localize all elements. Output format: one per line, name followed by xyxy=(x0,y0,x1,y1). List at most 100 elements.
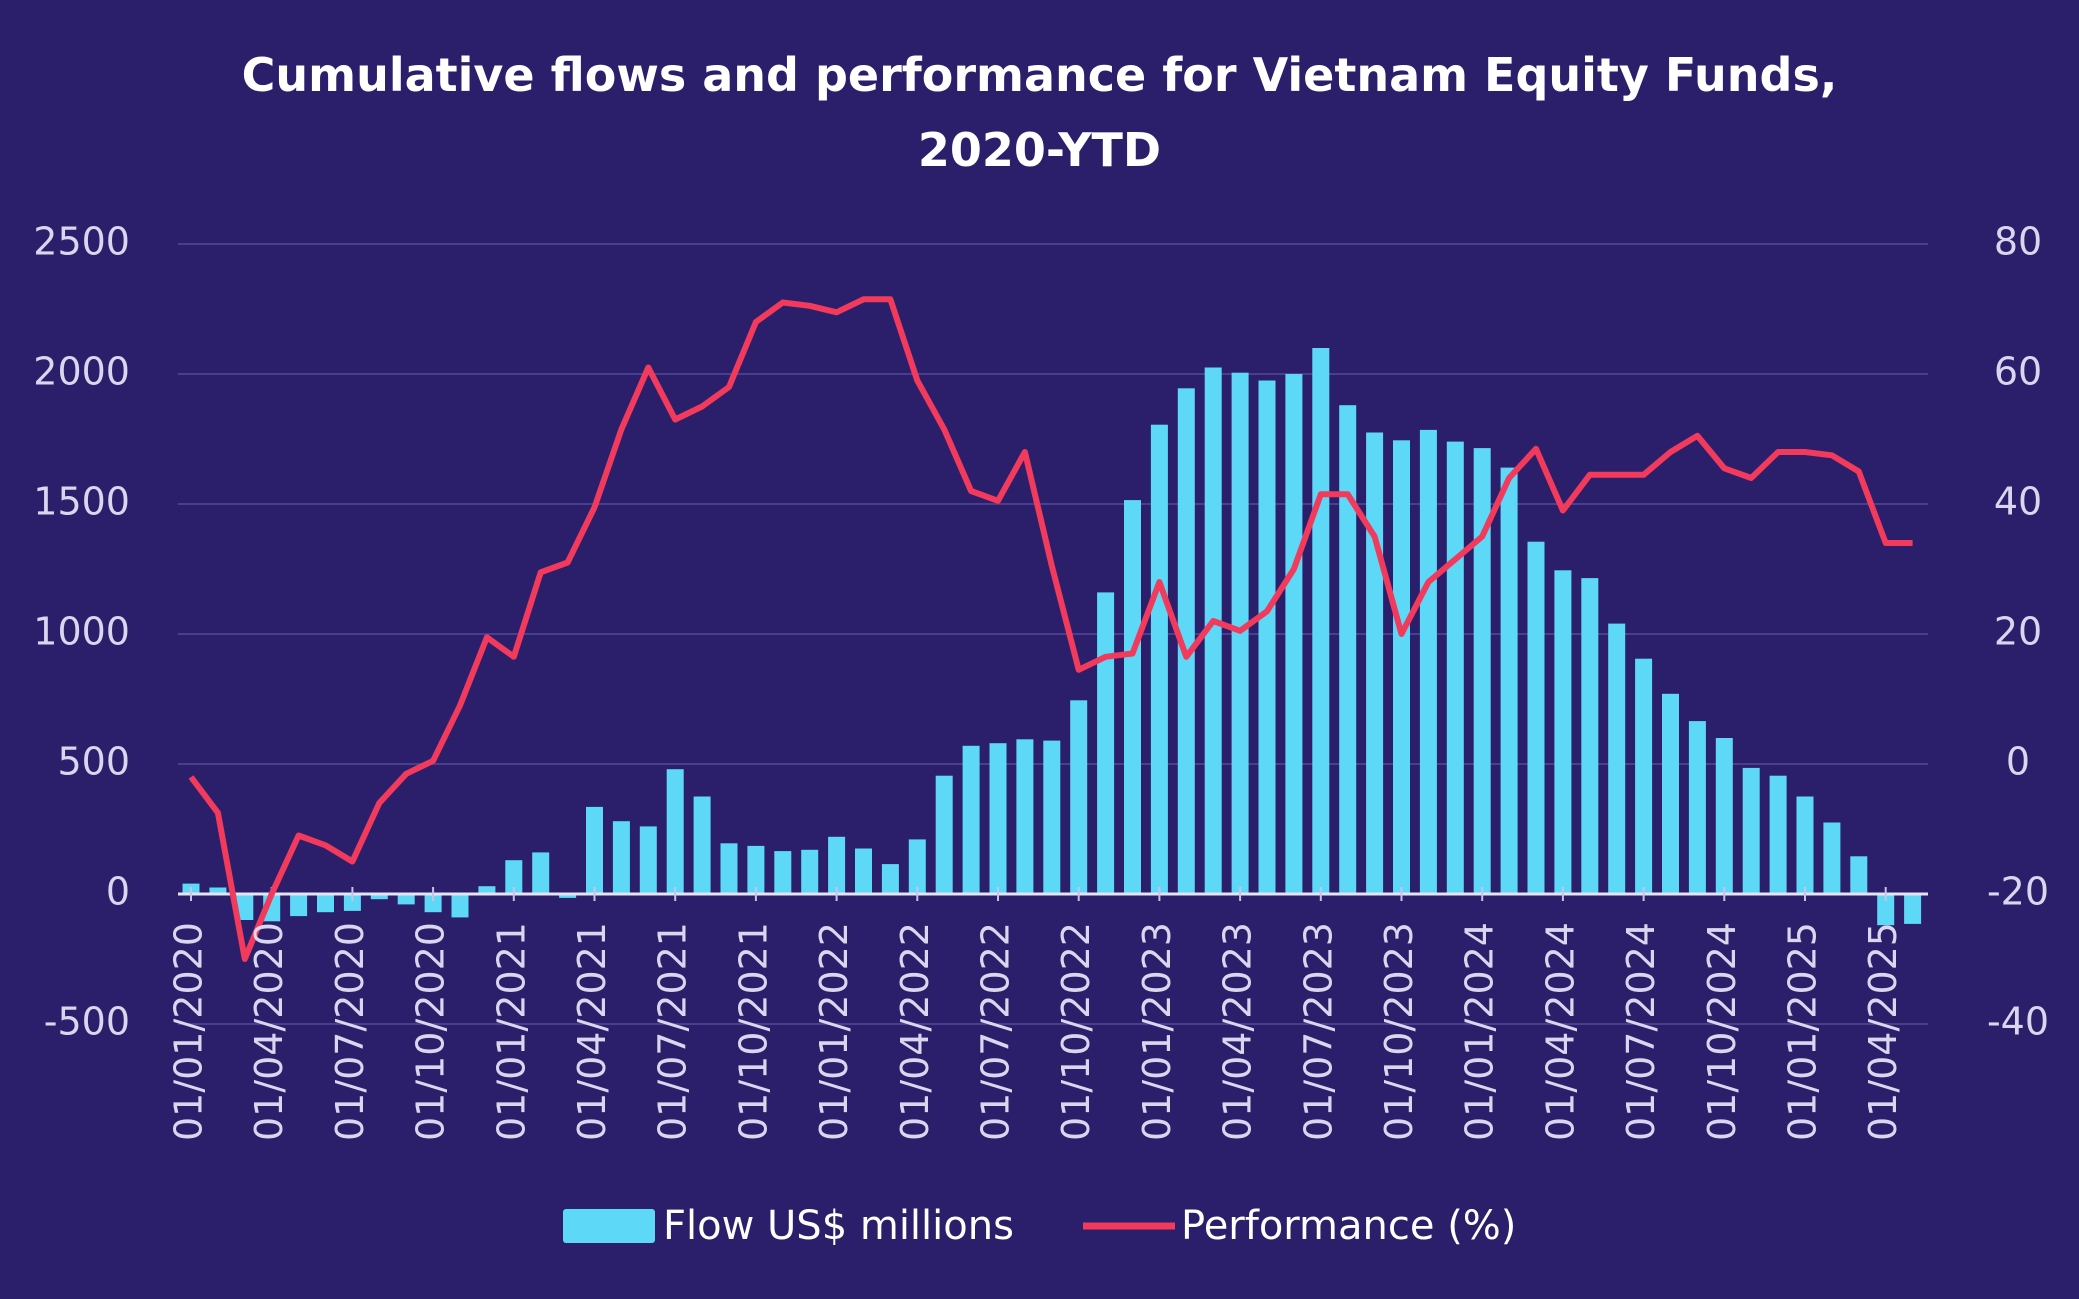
flow-bar xyxy=(1850,856,1868,894)
x-tick-label: 01/10/2021 xyxy=(731,922,775,1141)
legend-flow-label: Flow US$ millions xyxy=(663,1203,1014,1249)
flow-bar xyxy=(1635,658,1653,894)
flow-bar xyxy=(935,775,953,894)
x-tick-marks xyxy=(190,887,1887,901)
x-tick-label: 01/10/2024 xyxy=(1700,922,1744,1141)
chart-title-line2: 2020-YTD xyxy=(917,123,1162,177)
x-tick-label: 01/07/2023 xyxy=(1296,922,1340,1141)
flow-bar xyxy=(989,743,1007,894)
flow-bar xyxy=(1608,623,1626,894)
right-y-tick-label: 0 xyxy=(2006,740,2030,784)
x-tick-label: 01/04/2022 xyxy=(893,922,937,1141)
gridlines xyxy=(178,243,1928,1025)
flow-bar xyxy=(1366,432,1384,894)
legend: Flow US$ millions Performance (%) xyxy=(563,1203,1516,1249)
right-y-tick-label: -40 xyxy=(1987,1000,2049,1044)
flow-bar xyxy=(1796,796,1814,894)
flow-bar xyxy=(478,886,496,894)
flow-bar xyxy=(236,894,254,920)
x-tick-label: 01/01/2025 xyxy=(1781,922,1825,1141)
left-y-tick-label: 0 xyxy=(106,870,130,914)
x-tick-label: 01/10/2020 xyxy=(409,922,453,1141)
x-tick-label: 01/04/2024 xyxy=(1538,922,1582,1141)
left-y-axis: 2500 2000 1500 1000 500 0 -500 xyxy=(33,220,130,1044)
x-tick-label: 01/01/2022 xyxy=(812,922,856,1141)
flow-bar xyxy=(1339,405,1357,894)
x-tick-label: 01/01/2020 xyxy=(167,922,211,1141)
x-tick-label: 01/04/2021 xyxy=(570,922,614,1141)
flow-bar xyxy=(586,806,603,894)
flow-bar xyxy=(1124,500,1141,894)
flow-bar xyxy=(343,894,361,911)
flow-bar xyxy=(1097,592,1115,894)
flow-bar xyxy=(1554,570,1572,894)
left-y-tick-label: 500 xyxy=(57,740,130,784)
flow-bar xyxy=(1662,693,1679,894)
x-tick-label: 01/04/2023 xyxy=(1216,922,1260,1141)
right-y-tick-label: 80 xyxy=(1994,220,2042,264)
flow-bar xyxy=(1500,467,1518,894)
left-y-tick-label: 1500 xyxy=(33,480,130,524)
flow-bar xyxy=(666,769,684,894)
x-tick-label: 01/10/2023 xyxy=(1377,922,1421,1141)
right-y-tick-label: 20 xyxy=(1994,610,2042,654)
flow-bar xyxy=(1043,740,1061,894)
flow-bar xyxy=(1581,578,1599,894)
flow-bar xyxy=(962,745,980,894)
x-tick-label: 01/01/2024 xyxy=(1458,922,1502,1141)
flow-bar xyxy=(1312,348,1330,894)
flow-bar xyxy=(1016,739,1034,894)
flow-bar xyxy=(1742,767,1760,894)
flow-bar xyxy=(801,849,819,894)
right-y-axis: 80 60 40 20 0 -20 -40 xyxy=(1987,220,2049,1044)
flow-bar xyxy=(1070,700,1088,894)
chart-title-line1: Cumulative flows and performance for Vie… xyxy=(241,48,1838,102)
x-axis-labels: 01/01/2020 01/04/2020 01/07/2020 01/10/2020… xyxy=(167,922,1906,1141)
flow-bar xyxy=(747,845,765,894)
flow-bar xyxy=(612,821,630,894)
flow-bar xyxy=(290,894,308,917)
flow-bar xyxy=(209,887,227,894)
flow-bar xyxy=(1258,380,1276,894)
left-y-tick-label: 2500 xyxy=(33,220,130,264)
x-tick-label: 01/07/2024 xyxy=(1619,922,1663,1141)
flow-bar xyxy=(693,796,711,894)
left-y-tick-label: 2000 xyxy=(33,350,130,394)
left-y-tick-label: 1000 xyxy=(33,610,130,654)
flow-bar xyxy=(1285,374,1303,894)
flow-bar xyxy=(720,843,738,894)
flow-bar xyxy=(532,852,550,894)
x-tick-label: 01/07/2020 xyxy=(328,922,372,1141)
x-tick-label: 01/01/2021 xyxy=(489,922,533,1141)
flow-bar xyxy=(908,839,926,894)
flow-bar xyxy=(317,894,334,913)
flow-bar xyxy=(1769,775,1787,894)
flow-bar xyxy=(1473,448,1491,894)
flow-bar xyxy=(1688,721,1706,894)
flow-bar xyxy=(1446,441,1464,894)
flow-bar xyxy=(1904,894,1922,924)
flow-bar xyxy=(1419,429,1437,894)
flow-bar xyxy=(397,894,415,905)
x-tick-label: 01/04/2025 xyxy=(1861,922,1905,1141)
x-tick-label: 01/10/2022 xyxy=(1054,922,1098,1141)
x-tick-label: 01/04/2020 xyxy=(247,922,291,1141)
flow-bar xyxy=(774,851,792,894)
flow-bar xyxy=(1715,738,1733,894)
flow-bar xyxy=(1393,440,1410,894)
flow-bar xyxy=(1150,424,1168,894)
flow-bar xyxy=(370,894,388,900)
legend-flow-swatch xyxy=(563,1209,655,1243)
flow-bars xyxy=(182,348,1922,926)
flow-bar xyxy=(1204,367,1222,894)
x-tick-label: 01/07/2022 xyxy=(974,922,1018,1141)
flow-bar xyxy=(1177,388,1195,894)
flow-bar xyxy=(505,860,523,894)
right-y-tick-label: 60 xyxy=(1994,350,2042,394)
flow-bar xyxy=(1527,541,1545,894)
flow-bar xyxy=(881,864,899,894)
left-y-tick-label: -500 xyxy=(44,1000,130,1044)
flow-bar xyxy=(828,836,846,894)
